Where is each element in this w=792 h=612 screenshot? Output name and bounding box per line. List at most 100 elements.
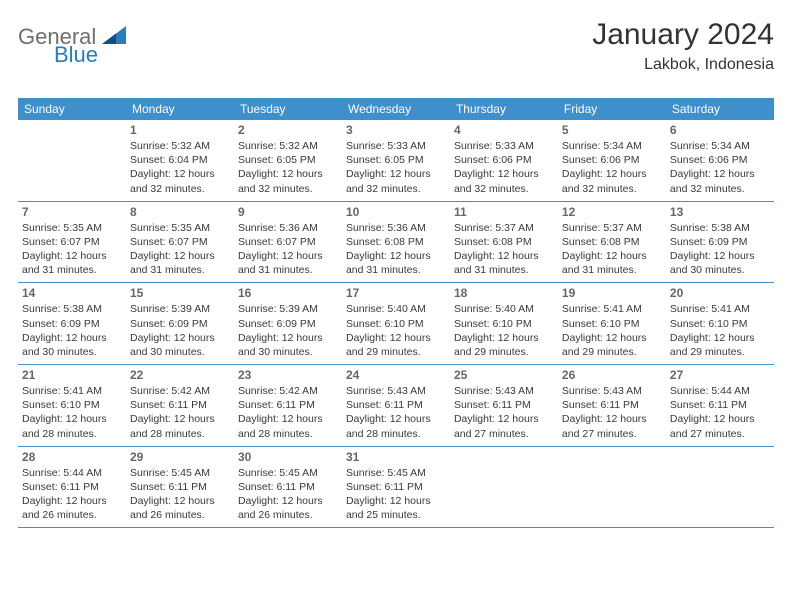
location-label: Lakbok, Indonesia bbox=[592, 56, 774, 74]
calendar-week-row: 21Sunrise: 5:41 AMSunset: 6:10 PMDayligh… bbox=[18, 365, 774, 447]
calendar-day-cell: 20 Sunrise: 5:41 AMSunset: 6:10 PMDayligh… bbox=[666, 283, 774, 365]
calendar-week-row: 1 Sunrise: 5:32 AMSunset: 6:04 PMDaylight… bbox=[18, 120, 774, 201]
title-block: January 2024 Lakbok, Indonesia bbox=[592, 18, 774, 74]
day-info: Sunrise: 5:33 AMSunset: 6:06 PMDaylight:… bbox=[454, 139, 554, 196]
day-info: Sunrise: 5:35 AMSunset: 6:07 PMDaylight:… bbox=[22, 221, 122, 278]
day-info: Sunrise: 5:41 AMSunset: 6:10 PMDaylight:… bbox=[670, 302, 770, 359]
calendar-day-cell: 8 Sunrise: 5:35 AMSunset: 6:07 PMDaylight… bbox=[126, 201, 234, 283]
calendar-day-cell: 11 Sunrise: 5:37 AMSunset: 6:08 PMDayligh… bbox=[450, 201, 558, 283]
brand-part2: Blue bbox=[54, 42, 98, 67]
day-number: 12 bbox=[562, 205, 662, 219]
day-number: 1 bbox=[130, 123, 230, 137]
day-number: 16 bbox=[238, 286, 338, 300]
day-number: 9 bbox=[238, 205, 338, 219]
day-number: 27 bbox=[670, 368, 770, 382]
calendar-day-cell bbox=[18, 120, 126, 201]
weekday-header: Monday bbox=[126, 98, 234, 120]
day-info: Sunrise: 5:38 AMSunset: 6:09 PMDaylight:… bbox=[670, 221, 770, 278]
day-number: 28 bbox=[22, 450, 122, 464]
calendar-day-cell: 13 Sunrise: 5:38 AMSunset: 6:09 PMDayligh… bbox=[666, 201, 774, 283]
calendar-table: Sunday Monday Tuesday Wednesday Thursday… bbox=[18, 98, 774, 528]
calendar-body: 1 Sunrise: 5:32 AMSunset: 6:04 PMDaylight… bbox=[18, 120, 774, 528]
day-number: 29 bbox=[130, 450, 230, 464]
day-info: Sunrise: 5:42 AMSunset: 6:11 PMDaylight:… bbox=[130, 384, 230, 441]
calendar-day-cell: 5 Sunrise: 5:34 AMSunset: 6:06 PMDaylight… bbox=[558, 120, 666, 201]
calendar-day-cell: 15Sunrise: 5:39 AMSunset: 6:09 PMDayligh… bbox=[126, 283, 234, 365]
day-info: Sunrise: 5:40 AMSunset: 6:10 PMDaylight:… bbox=[454, 302, 554, 359]
day-number: 10 bbox=[346, 205, 446, 219]
day-info: Sunrise: 5:43 AMSunset: 6:11 PMDaylight:… bbox=[562, 384, 662, 441]
calendar-day-cell: 27 Sunrise: 5:44 AMSunset: 6:11 PMDayligh… bbox=[666, 365, 774, 447]
day-number: 24 bbox=[346, 368, 446, 382]
calendar-day-cell: 25 Sunrise: 5:43 AMSunset: 6:11 PMDayligh… bbox=[450, 365, 558, 447]
day-info: Sunrise: 5:34 AMSunset: 6:06 PMDaylight:… bbox=[670, 139, 770, 196]
day-info: Sunrise: 5:39 AMSunset: 6:09 PMDaylight:… bbox=[238, 302, 338, 359]
day-info: Sunrise: 5:44 AMSunset: 6:11 PMDaylight:… bbox=[670, 384, 770, 441]
day-number: 23 bbox=[238, 368, 338, 382]
day-number: 26 bbox=[562, 368, 662, 382]
day-info: Sunrise: 5:36 AMSunset: 6:08 PMDaylight:… bbox=[346, 221, 446, 278]
day-number: 19 bbox=[562, 286, 662, 300]
day-number: 4 bbox=[454, 123, 554, 137]
calendar-head: Sunday Monday Tuesday Wednesday Thursday… bbox=[18, 98, 774, 120]
brand-part2-wrap: Blue bbox=[54, 42, 98, 68]
day-info: Sunrise: 5:44 AMSunset: 6:11 PMDaylight:… bbox=[22, 466, 122, 523]
month-title: January 2024 bbox=[592, 18, 774, 52]
weekday-header: Friday bbox=[558, 98, 666, 120]
day-number: 5 bbox=[562, 123, 662, 137]
day-number: 11 bbox=[454, 205, 554, 219]
day-number: 30 bbox=[238, 450, 338, 464]
day-info: Sunrise: 5:37 AMSunset: 6:08 PMDaylight:… bbox=[562, 221, 662, 278]
day-info: Sunrise: 5:45 AMSunset: 6:11 PMDaylight:… bbox=[238, 466, 338, 523]
calendar-day-cell bbox=[450, 446, 558, 528]
calendar-day-cell: 16 Sunrise: 5:39 AMSunset: 6:09 PMDayligh… bbox=[234, 283, 342, 365]
weekday-header: Wednesday bbox=[342, 98, 450, 120]
day-info: Sunrise: 5:35 AMSunset: 6:07 PMDaylight:… bbox=[130, 221, 230, 278]
calendar-day-cell: 29Sunrise: 5:45 AMSunset: 6:11 PMDayligh… bbox=[126, 446, 234, 528]
calendar-day-cell: 21Sunrise: 5:41 AMSunset: 6:10 PMDayligh… bbox=[18, 365, 126, 447]
calendar-day-cell: 18 Sunrise: 5:40 AMSunset: 6:10 PMDayligh… bbox=[450, 283, 558, 365]
day-info: Sunrise: 5:37 AMSunset: 6:08 PMDaylight:… bbox=[454, 221, 554, 278]
day-info: Sunrise: 5:32 AMSunset: 6:04 PMDaylight:… bbox=[130, 139, 230, 196]
calendar-week-row: 14 Sunrise: 5:38 AMSunset: 6:09 PMDayligh… bbox=[18, 283, 774, 365]
day-number: 31 bbox=[346, 450, 446, 464]
calendar-day-cell bbox=[666, 446, 774, 528]
day-number: 14 bbox=[22, 286, 122, 300]
calendar-day-cell: 30 Sunrise: 5:45 AMSunset: 6:11 PMDayligh… bbox=[234, 446, 342, 528]
day-info: Sunrise: 5:36 AMSunset: 6:07 PMDaylight:… bbox=[238, 221, 338, 278]
page-header: General January 2024 Lakbok, Indonesia bbox=[18, 18, 774, 74]
weekday-header: Thursday bbox=[450, 98, 558, 120]
brand-triangle-icon bbox=[102, 26, 126, 49]
day-number: 6 bbox=[670, 123, 770, 137]
day-info: Sunrise: 5:33 AMSunset: 6:05 PMDaylight:… bbox=[346, 139, 446, 196]
day-info: Sunrise: 5:45 AMSunset: 6:11 PMDaylight:… bbox=[346, 466, 446, 523]
day-number: 21 bbox=[22, 368, 122, 382]
calendar-day-cell: 3 Sunrise: 5:33 AMSunset: 6:05 PMDaylight… bbox=[342, 120, 450, 201]
day-info: Sunrise: 5:38 AMSunset: 6:09 PMDaylight:… bbox=[22, 302, 122, 359]
day-number: 3 bbox=[346, 123, 446, 137]
calendar-week-row: 7 Sunrise: 5:35 AMSunset: 6:07 PMDaylight… bbox=[18, 201, 774, 283]
calendar-day-cell: 17Sunrise: 5:40 AMSunset: 6:10 PMDayligh… bbox=[342, 283, 450, 365]
day-info: Sunrise: 5:34 AMSunset: 6:06 PMDaylight:… bbox=[562, 139, 662, 196]
day-number: 25 bbox=[454, 368, 554, 382]
day-number: 17 bbox=[346, 286, 446, 300]
day-number: 8 bbox=[130, 205, 230, 219]
calendar-day-cell: 26 Sunrise: 5:43 AMSunset: 6:11 PMDayligh… bbox=[558, 365, 666, 447]
calendar-week-row: 28 Sunrise: 5:44 AMSunset: 6:11 PMDayligh… bbox=[18, 446, 774, 528]
day-info: Sunrise: 5:41 AMSunset: 6:10 PMDaylight:… bbox=[562, 302, 662, 359]
day-info: Sunrise: 5:43 AMSunset: 6:11 PMDaylight:… bbox=[454, 384, 554, 441]
day-number: 7 bbox=[22, 205, 122, 219]
weekday-row: Sunday Monday Tuesday Wednesday Thursday… bbox=[18, 98, 774, 120]
day-info: Sunrise: 5:42 AMSunset: 6:11 PMDaylight:… bbox=[238, 384, 338, 441]
calendar-day-cell: 19 Sunrise: 5:41 AMSunset: 6:10 PMDayligh… bbox=[558, 283, 666, 365]
day-number: 20 bbox=[670, 286, 770, 300]
calendar-day-cell: 14 Sunrise: 5:38 AMSunset: 6:09 PMDayligh… bbox=[18, 283, 126, 365]
calendar-day-cell: 23 Sunrise: 5:42 AMSunset: 6:11 PMDayligh… bbox=[234, 365, 342, 447]
weekday-header: Sunday bbox=[18, 98, 126, 120]
day-number: 22 bbox=[130, 368, 230, 382]
calendar-day-cell: 22 Sunrise: 5:42 AMSunset: 6:11 PMDayligh… bbox=[126, 365, 234, 447]
calendar-day-cell: 9 Sunrise: 5:36 AMSunset: 6:07 PMDaylight… bbox=[234, 201, 342, 283]
day-number: 13 bbox=[670, 205, 770, 219]
day-number: 18 bbox=[454, 286, 554, 300]
day-number: 15 bbox=[130, 286, 230, 300]
